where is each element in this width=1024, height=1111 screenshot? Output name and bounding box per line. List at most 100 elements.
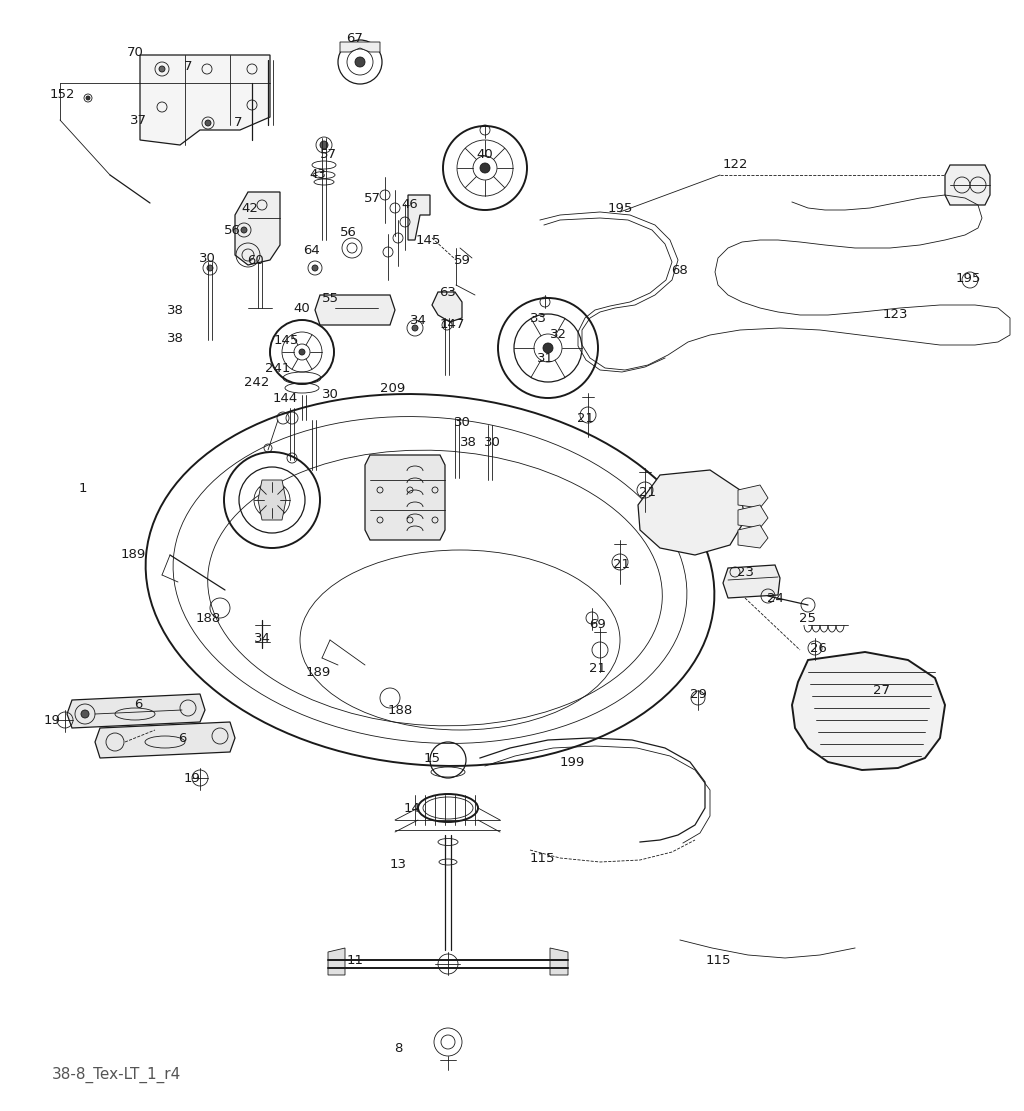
Text: 42: 42 <box>242 201 258 214</box>
Text: 46: 46 <box>401 199 419 211</box>
Text: 56: 56 <box>223 223 241 237</box>
Text: 30: 30 <box>199 251 215 264</box>
Text: 11: 11 <box>346 953 364 967</box>
Text: 68: 68 <box>672 263 688 277</box>
Text: 115: 115 <box>706 953 731 967</box>
Text: 21: 21 <box>577 411 594 424</box>
Circle shape <box>312 266 318 271</box>
Text: 189: 189 <box>121 549 145 561</box>
Text: 32: 32 <box>550 329 566 341</box>
Text: 6: 6 <box>134 699 142 711</box>
Text: 30: 30 <box>454 417 470 430</box>
Polygon shape <box>738 506 768 528</box>
Polygon shape <box>945 166 990 206</box>
Circle shape <box>299 349 305 356</box>
Polygon shape <box>792 652 945 770</box>
Circle shape <box>543 343 553 353</box>
Circle shape <box>81 710 89 718</box>
Text: 209: 209 <box>380 381 406 394</box>
Text: 38: 38 <box>167 331 183 344</box>
Polygon shape <box>550 948 568 975</box>
Text: 23: 23 <box>736 565 754 579</box>
Polygon shape <box>365 456 445 540</box>
Text: 7: 7 <box>233 116 243 129</box>
Polygon shape <box>738 526 768 548</box>
Text: 19: 19 <box>44 713 60 727</box>
Polygon shape <box>95 722 234 758</box>
Text: 64: 64 <box>304 243 321 257</box>
Text: 38: 38 <box>167 303 183 317</box>
Text: 6: 6 <box>178 731 186 744</box>
Text: 34: 34 <box>254 631 270 644</box>
Text: 38-8_Tex-LT_1_r4: 38-8_Tex-LT_1_r4 <box>52 1067 181 1083</box>
Text: 40: 40 <box>476 149 494 161</box>
Text: 33: 33 <box>529 311 547 324</box>
Text: 21: 21 <box>590 661 606 674</box>
Text: 241: 241 <box>265 361 291 374</box>
Polygon shape <box>723 565 780 598</box>
Text: 34: 34 <box>410 313 426 327</box>
Text: 242: 242 <box>245 377 269 390</box>
Polygon shape <box>140 56 270 146</box>
Circle shape <box>207 266 213 271</box>
Text: 189: 189 <box>305 665 331 679</box>
Text: 37: 37 <box>129 113 146 127</box>
Text: 21: 21 <box>640 487 656 500</box>
Text: 15: 15 <box>424 751 440 764</box>
Text: 30: 30 <box>322 389 339 401</box>
Text: 25: 25 <box>800 611 816 624</box>
Text: 57: 57 <box>319 149 337 161</box>
Circle shape <box>412 326 418 331</box>
Polygon shape <box>340 42 380 52</box>
Text: 145: 145 <box>273 333 299 347</box>
Text: 43: 43 <box>309 169 327 181</box>
Text: 188: 188 <box>387 703 413 717</box>
Text: 14: 14 <box>403 801 421 814</box>
Text: 55: 55 <box>322 291 339 304</box>
Circle shape <box>86 96 90 100</box>
Text: 13: 13 <box>389 859 407 871</box>
Text: 188: 188 <box>196 611 220 624</box>
Text: 152: 152 <box>49 89 75 101</box>
Text: 30: 30 <box>483 437 501 450</box>
Text: 21: 21 <box>613 559 631 571</box>
Text: 63: 63 <box>439 286 457 299</box>
Circle shape <box>205 120 211 126</box>
Polygon shape <box>738 486 768 508</box>
Text: 40: 40 <box>294 301 310 314</box>
Text: 60: 60 <box>247 253 263 267</box>
Text: 24: 24 <box>767 591 783 604</box>
Text: 8: 8 <box>394 1041 402 1054</box>
Text: 31: 31 <box>537 351 554 364</box>
Text: 1: 1 <box>79 481 87 494</box>
Text: 27: 27 <box>873 683 891 697</box>
Text: 26: 26 <box>810 641 826 654</box>
Text: 7: 7 <box>183 60 193 72</box>
Text: 29: 29 <box>689 689 707 701</box>
Text: 57: 57 <box>364 191 381 204</box>
Polygon shape <box>408 196 430 240</box>
Circle shape <box>355 57 365 67</box>
Text: 147: 147 <box>439 319 465 331</box>
Text: 195: 195 <box>955 271 981 284</box>
Polygon shape <box>315 296 395 326</box>
Text: 67: 67 <box>346 31 364 44</box>
Polygon shape <box>67 694 205 728</box>
Text: 69: 69 <box>590 619 606 631</box>
Text: 115: 115 <box>529 851 555 864</box>
Text: 38: 38 <box>460 437 476 450</box>
Text: 19: 19 <box>183 771 201 784</box>
Polygon shape <box>234 192 280 266</box>
Text: 56: 56 <box>340 227 356 240</box>
Text: 195: 195 <box>607 201 633 214</box>
Polygon shape <box>258 480 286 520</box>
Text: 122: 122 <box>722 159 748 171</box>
Circle shape <box>480 163 490 173</box>
Polygon shape <box>432 292 462 322</box>
Polygon shape <box>328 948 345 975</box>
Text: 199: 199 <box>559 755 585 769</box>
Text: 123: 123 <box>883 309 907 321</box>
Circle shape <box>159 66 165 72</box>
Text: 59: 59 <box>454 253 470 267</box>
Text: 145: 145 <box>416 233 440 247</box>
